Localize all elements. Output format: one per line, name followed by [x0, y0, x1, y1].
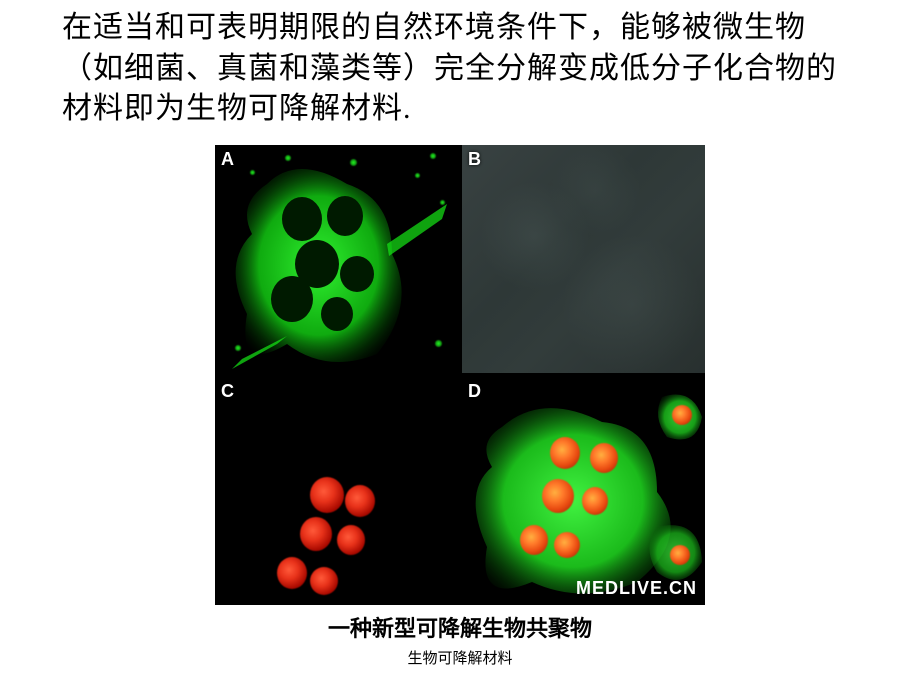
panel-a: A	[215, 145, 458, 373]
panel-d: D	[462, 377, 705, 605]
figure-caption: 一种新型可降解生物共聚物	[215, 611, 705, 643]
panel-d-label: D	[468, 381, 481, 402]
watermark-text: MEDLIVE.CN	[576, 578, 697, 599]
panel-b-label: B	[468, 149, 481, 170]
panel-b: B	[462, 145, 705, 373]
figure: A	[215, 145, 705, 668]
panel-c-label: C	[221, 381, 234, 402]
definition-text: 在适当和可表明期限的自然环境条件下，能够被微生物（如细菌、真菌和藻类等）完全分解…	[62, 8, 862, 130]
figure-subcaption: 生物可降解材料	[215, 647, 705, 668]
panel-a-label: A	[221, 149, 234, 170]
microscopy-panels: A	[215, 145, 705, 605]
panel-c: C	[215, 377, 458, 605]
